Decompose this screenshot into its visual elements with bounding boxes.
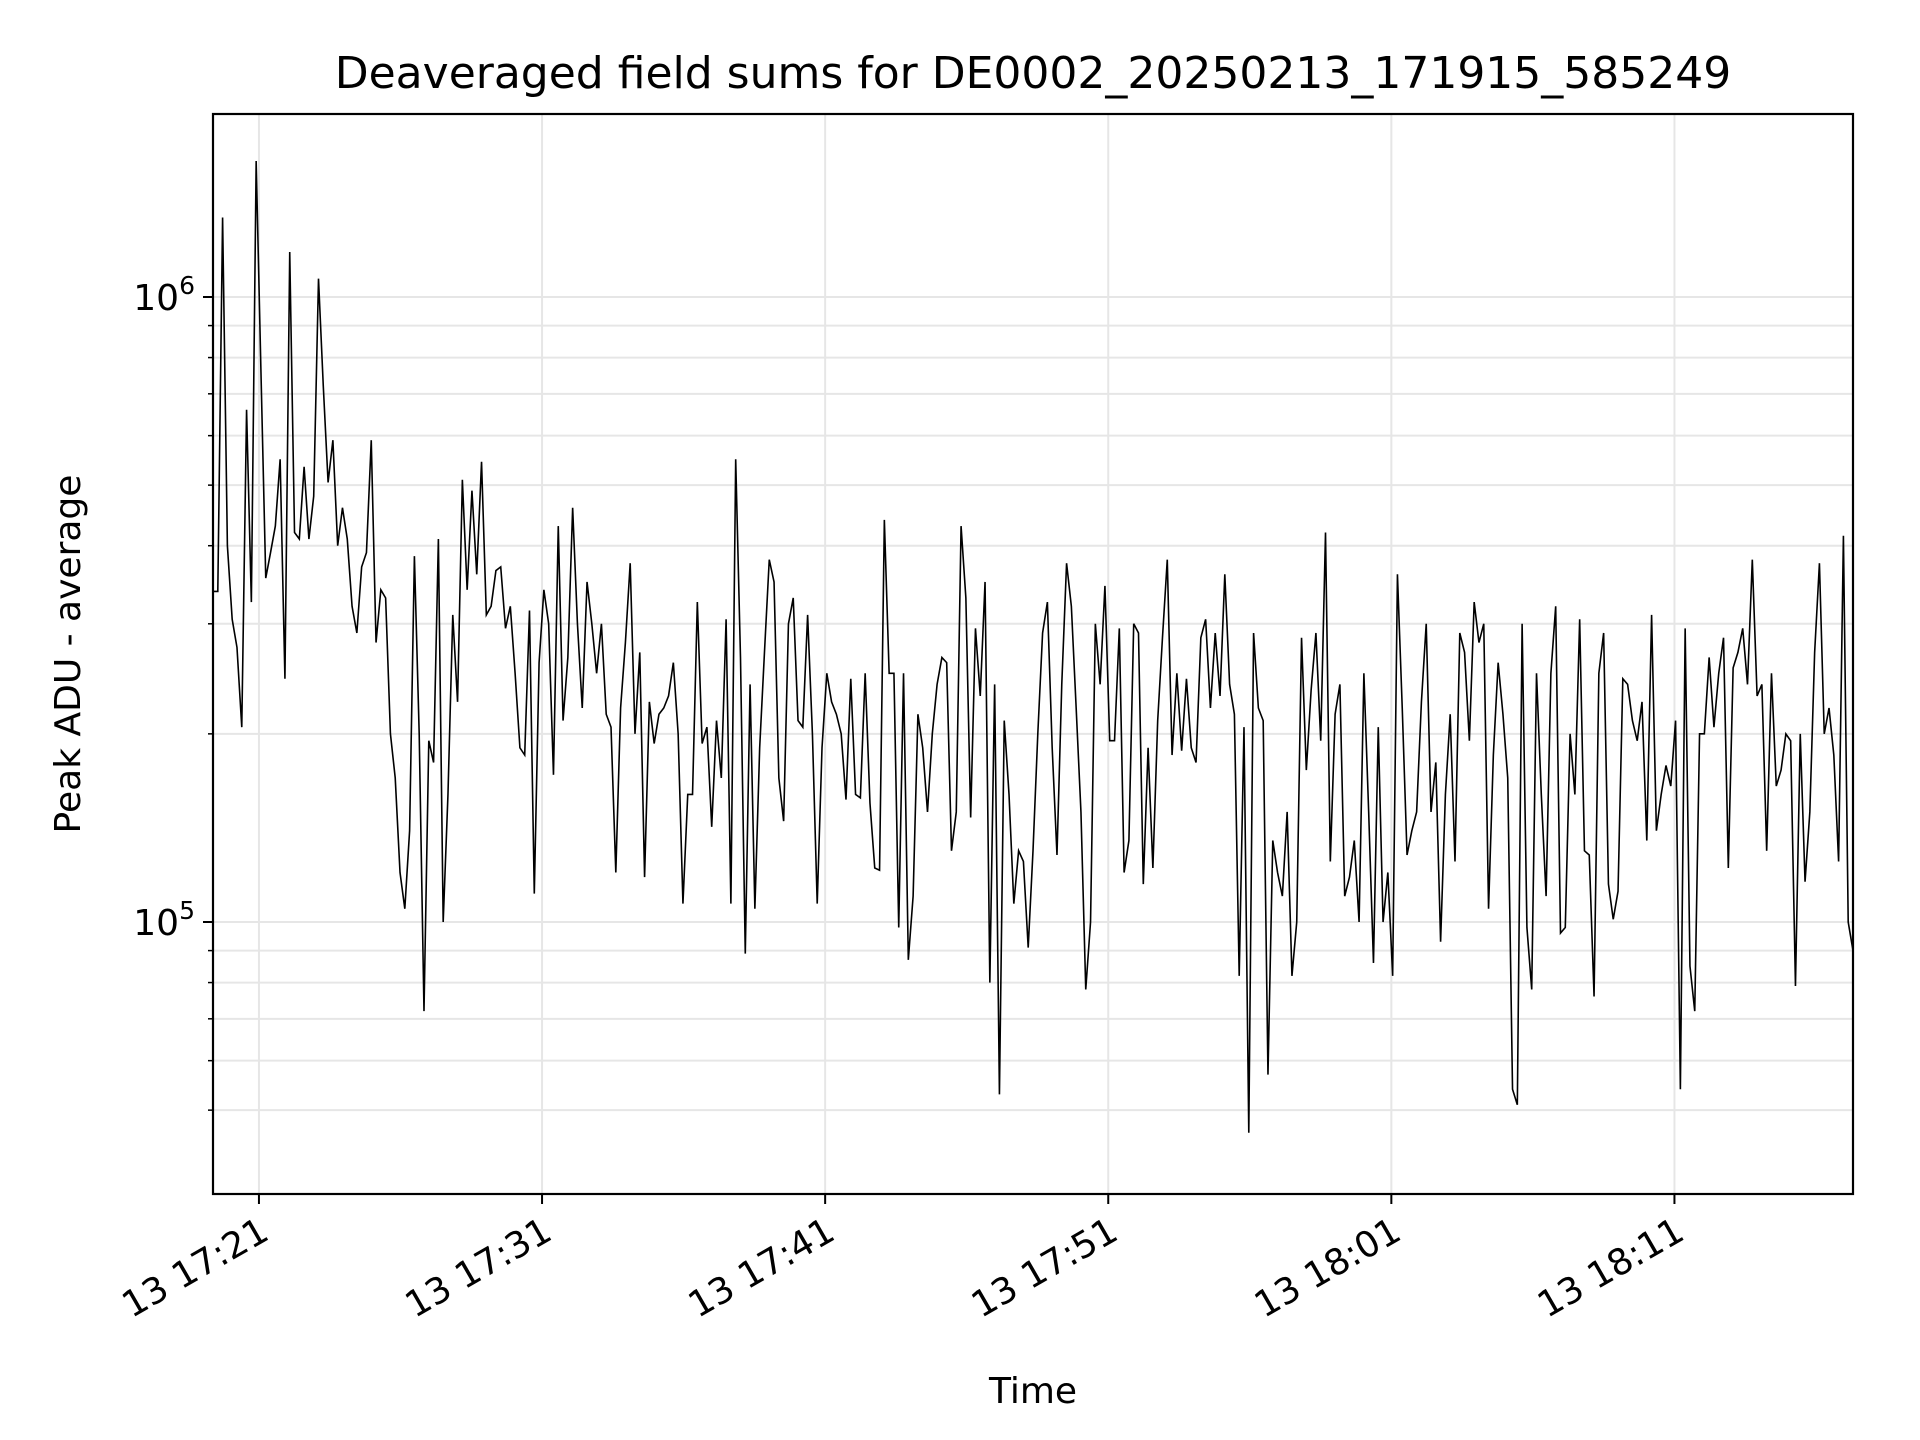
series-layer — [213, 161, 1854, 1133]
y-tick-label: 106 — [133, 271, 195, 319]
y-tick-label-base: 10 — [133, 278, 179, 319]
series-line — [213, 161, 1854, 1133]
plot-frame — [211, 112, 1855, 1196]
y-tick-label-base: 10 — [133, 903, 179, 944]
chart-title: Deaveraged field sums for DE0002_2025021… — [335, 48, 1732, 99]
y-tick-label-exponent: 6 — [179, 271, 195, 300]
grid-layer — [213, 114, 1853, 1194]
y-axis-label: Peak ADU - average — [48, 475, 89, 834]
x-axis-label: Time — [988, 1371, 1077, 1412]
y-tick-label: 105 — [133, 896, 195, 944]
y-tick-label-exponent: 5 — [179, 896, 195, 925]
